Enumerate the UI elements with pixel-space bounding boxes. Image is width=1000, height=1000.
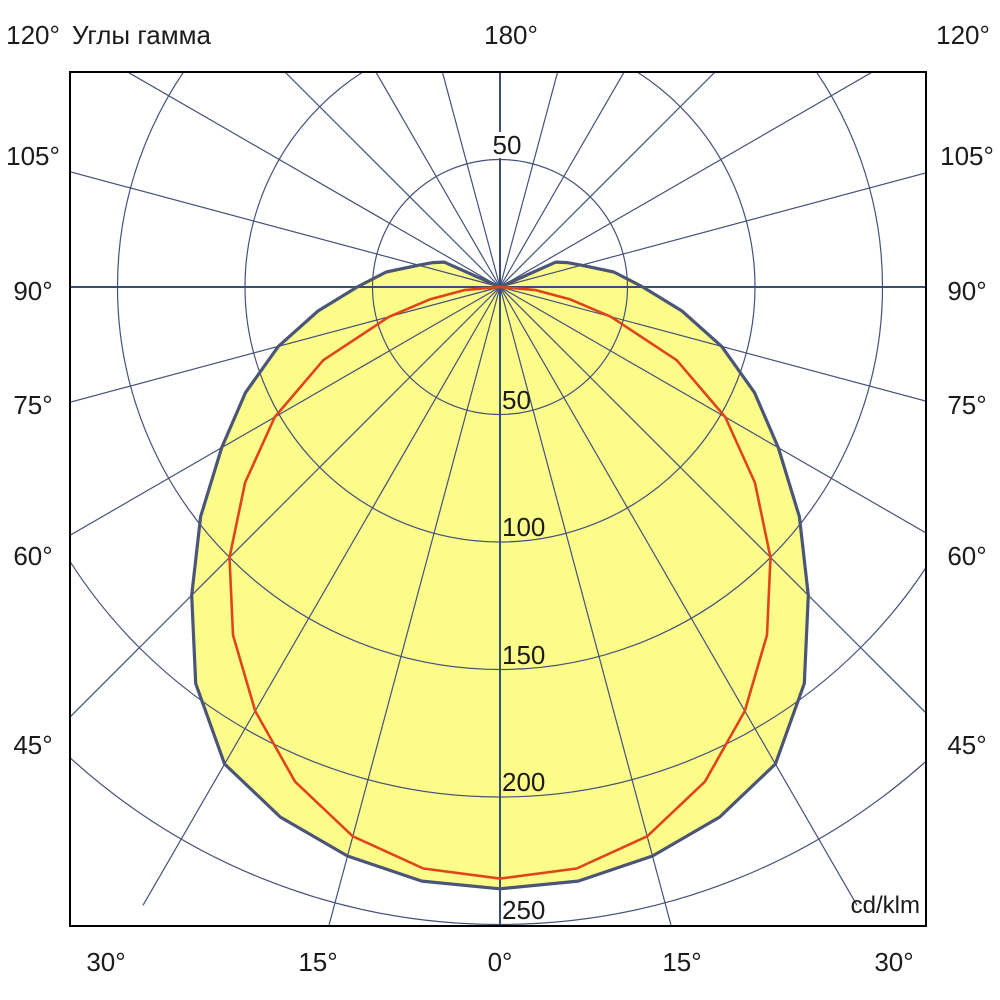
red-curve bbox=[228, 285, 772, 880]
grid-ray bbox=[499, 72, 874, 288]
gamma-label-left-75: 75° bbox=[13, 390, 53, 420]
plot-area bbox=[70, 72, 926, 926]
gamma-label-right-75: 75° bbox=[947, 390, 987, 420]
grid-ray bbox=[70, 286, 501, 718]
grid-ray bbox=[70, 171, 501, 288]
grid-ray bbox=[328, 286, 501, 926]
gamma-label-left-60: 60° bbox=[13, 541, 53, 571]
plot-frame bbox=[69, 71, 927, 927]
grid-ray bbox=[499, 72, 625, 288]
yellow-curve-outline bbox=[190, 260, 810, 891]
grid-ray bbox=[441, 72, 501, 288]
gamma-label-bottom-15: 15° bbox=[662, 947, 702, 977]
radial-tick-label-top-50: 50 bbox=[490, 129, 524, 160]
grid-ray bbox=[499, 172, 926, 288]
radial-tick-label-150: 150 bbox=[502, 639, 546, 670]
gamma-label-bottom-15: 15° bbox=[298, 947, 338, 977]
gamma-label-bottom-30: 30° bbox=[86, 947, 126, 977]
grid-ray bbox=[499, 286, 858, 906]
gamma-label-left-90: 90° bbox=[13, 276, 53, 306]
gamma-label-top-right-120: 120° bbox=[936, 20, 990, 50]
grid-ray bbox=[70, 286, 501, 403]
gamma-label-right-90: 90° bbox=[947, 276, 987, 306]
grid-ray bbox=[70, 286, 501, 536]
gamma-label-left-45: 45° bbox=[13, 730, 53, 760]
gamma-label-right-45: 45° bbox=[947, 730, 987, 760]
grid-ray bbox=[499, 72, 559, 288]
gamma-label-bottom-0: 0° bbox=[487, 947, 513, 977]
grid-ray bbox=[284, 72, 501, 288]
grid-ray bbox=[142, 286, 501, 906]
grid-ray bbox=[499, 72, 716, 288]
grid-ray bbox=[375, 72, 501, 288]
radial-tick-label-100: 100 bbox=[502, 512, 546, 542]
radial-tick-label-50: 50 bbox=[502, 384, 531, 415]
grid-ray bbox=[499, 286, 926, 402]
gamma-label-top-left-120: 120° bbox=[6, 20, 60, 50]
radial-tick-label-200: 200 bbox=[502, 767, 546, 797]
grid-ray bbox=[499, 286, 672, 926]
gamma-label-bottom-30: 30° bbox=[874, 947, 914, 977]
grid-ray bbox=[499, 286, 926, 714]
gamma-label-top-180: 180° bbox=[484, 20, 538, 50]
page-title: Углы гамма bbox=[72, 20, 211, 50]
grid-ray bbox=[499, 286, 926, 534]
grid-ray bbox=[126, 72, 501, 288]
gamma-label-left-105: 105° bbox=[6, 141, 60, 171]
radial-tick-label-250: 250 bbox=[502, 894, 546, 925]
gamma-label-right-105: 105° bbox=[940, 141, 994, 171]
gamma-label-right-60: 60° bbox=[947, 541, 987, 571]
units-label: cd/klm bbox=[850, 892, 920, 919]
